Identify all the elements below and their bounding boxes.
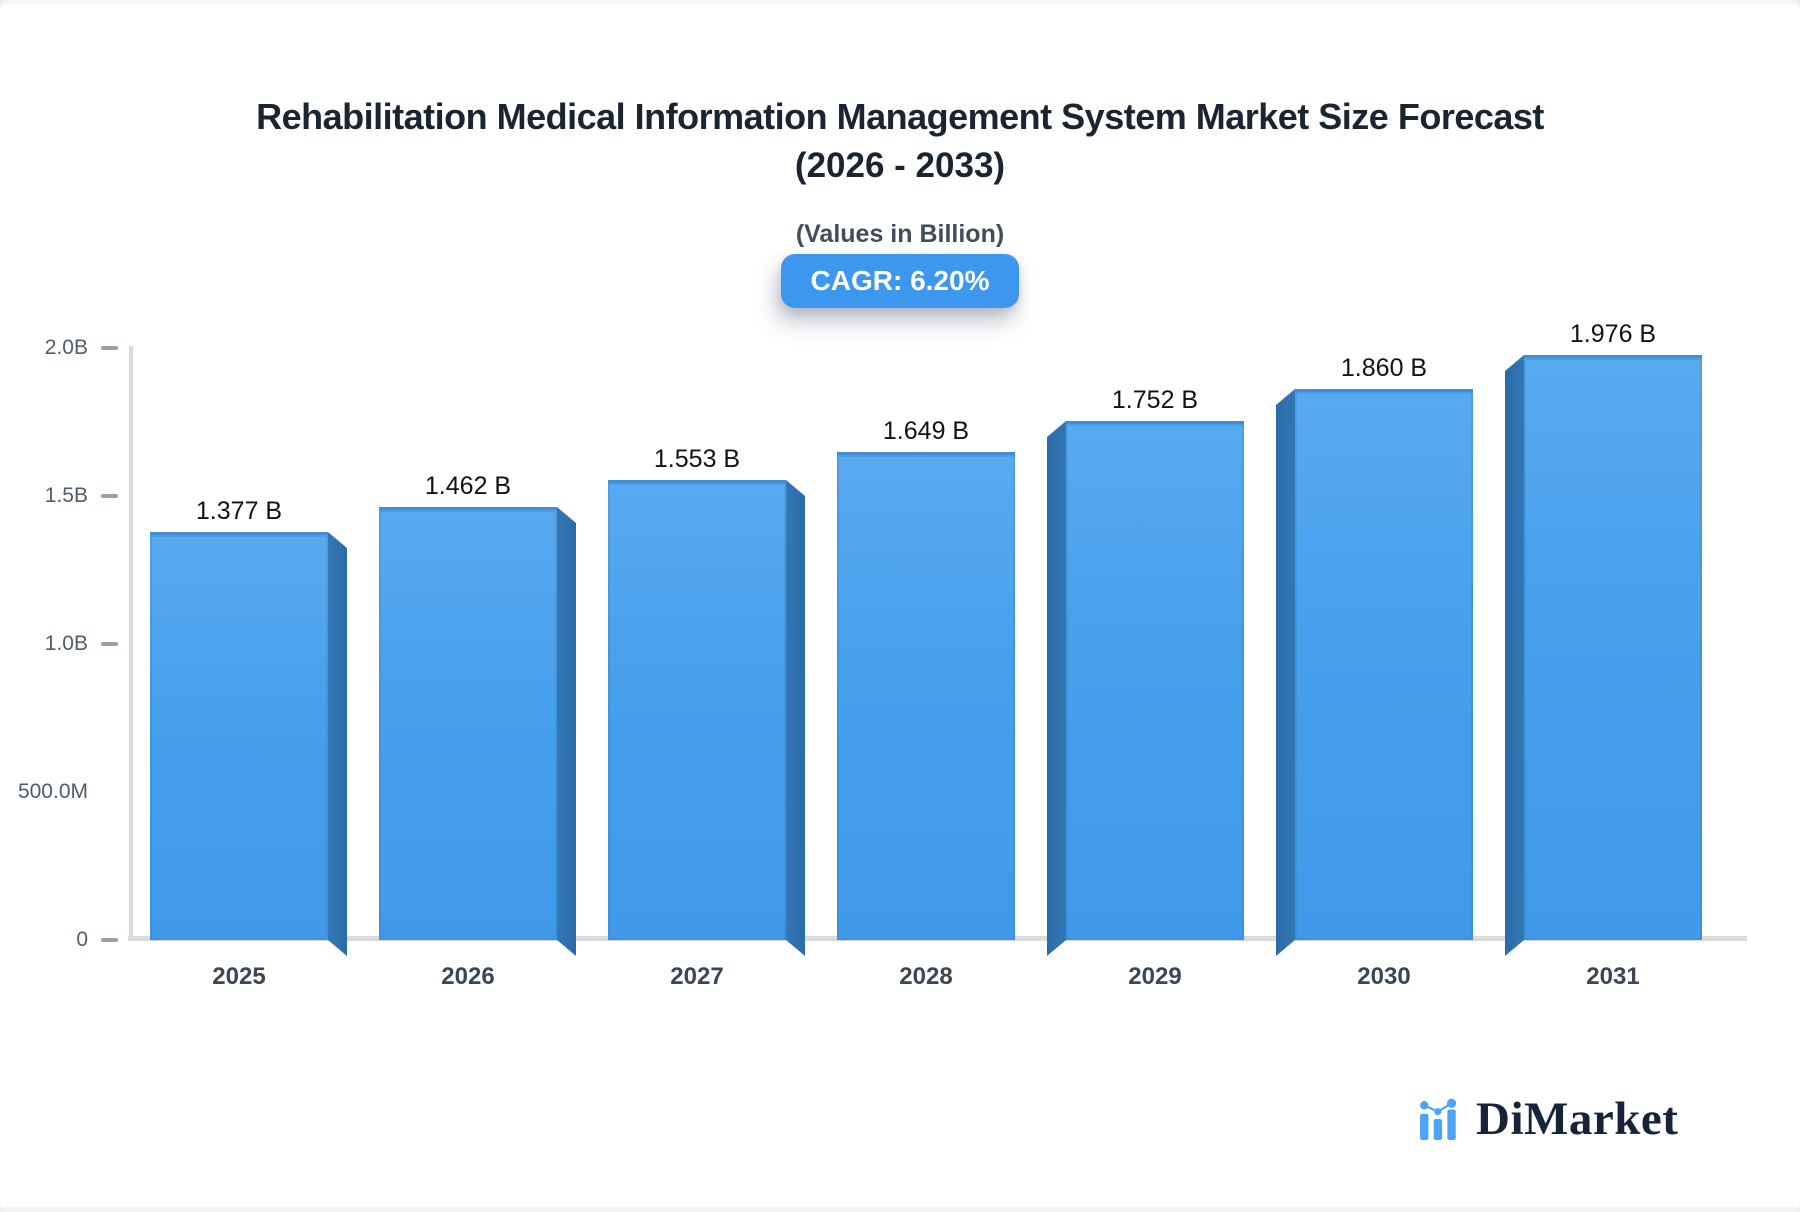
bar-chart-logo-icon [1420,1098,1457,1140]
y-tick-label: 1.5B [44,484,88,507]
y-tick-mark [101,494,118,498]
cagr-badge: CAGR: 6.20% [780,254,1020,308]
x-tick-label-2031: 2031 [1586,963,1640,990]
cagr-badge-row: CAGR: 6.20% [0,254,1800,308]
bar-side-face-2027 [786,480,805,956]
x-tick-label-2026: 2026 [441,963,495,990]
y-tick-label: 500.0M [17,780,88,803]
bar-2025 [150,532,328,940]
top-border [0,0,1800,4]
x-tick-label-2028: 2028 [899,963,953,990]
bar-2028 [837,452,1015,940]
brand-logo: DiMarket [1418,1094,1678,1144]
bar-side-face-2025 [328,532,347,956]
y-tick-label: 1.0B [44,632,88,655]
bar-2031 [1524,355,1702,940]
bar-value-label-2025: 1.377 B [195,497,283,525]
y-tick-mark [101,642,118,646]
chart-title: Rehabilitation Medical Information Manag… [256,96,1544,137]
bottom-border [0,1207,1800,1212]
bar-value-label-2030: 1.860 B [1340,354,1428,382]
bar-side-face-2031 [1505,355,1524,956]
bar-2027 [608,480,786,940]
brand-name: DiMarket [1476,1093,1679,1145]
x-tick-label-2025: 2025 [212,963,266,990]
y-tick-mark [101,938,118,942]
bar-value-label-2029: 1.752 B [1111,386,1199,414]
bar-2029 [1066,421,1244,940]
bar-value-label-2027: 1.553 B [653,445,741,473]
chart-title-years: (2026 - 2033) [794,146,1006,185]
bar-value-label-2031: 1.976 B [1569,320,1657,348]
bar-value-label-2028: 1.649 B [882,417,970,445]
bar-side-face-2030 [1276,389,1295,956]
bar-2030 [1295,389,1473,940]
x-tick-label-2030: 2030 [1357,963,1411,990]
x-tick-label-2029: 2029 [1128,963,1182,990]
bar-2026 [379,507,557,940]
bar-value-label-2026: 1.462 B [424,472,512,500]
bar-side-face-2026 [557,507,576,956]
chart-subtitle: (Values in Billion) [795,220,1005,248]
bar-side-face-2029 [1047,421,1066,956]
x-tick-label-2027: 2027 [670,963,724,990]
y-tick-label: 0 [76,928,88,951]
y-tick-label: 2.0B [44,336,88,359]
y-tick-mark [101,346,118,350]
y-axis-line [129,346,133,941]
